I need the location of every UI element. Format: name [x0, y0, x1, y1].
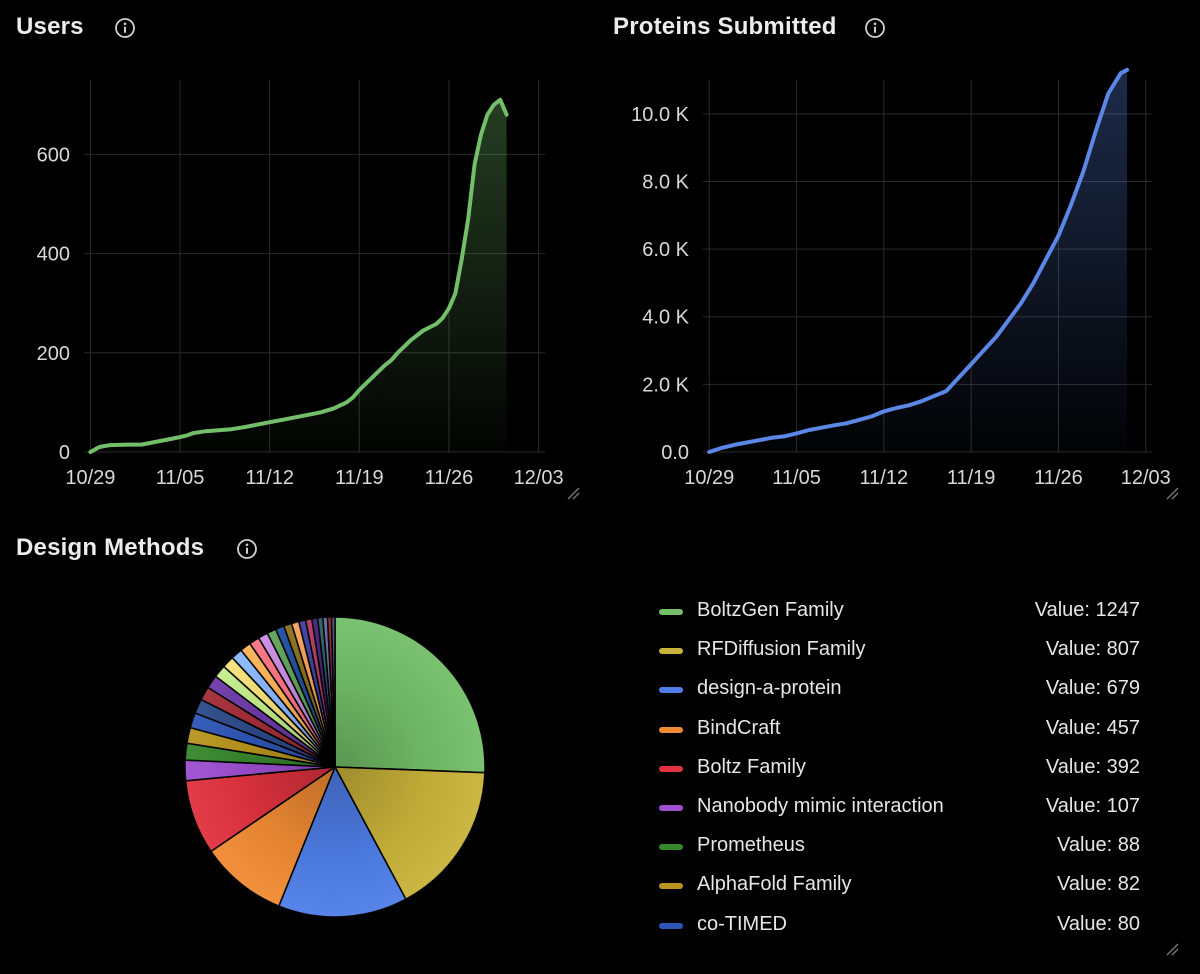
legend-value: Value: 80	[1057, 913, 1140, 936]
legend-item[interactable]: AlphaFold Family Value: 82	[655, 866, 1145, 905]
legend-value: Value: 807	[1046, 638, 1140, 661]
legend-item[interactable]: co-TIMED Value: 80	[655, 906, 1145, 945]
legend-value-number: 82	[1117, 873, 1140, 896]
legend-value-number: 679	[1106, 677, 1140, 700]
legend-item[interactable]: design-a-protein Value: 679	[655, 670, 1145, 709]
proteins-panel-title: Proteins Submitted	[613, 13, 837, 40]
y-tick-label: 6.0 K	[642, 239, 689, 261]
legend-value: Value: 679	[1046, 677, 1140, 700]
proteins-chart: 0.0 2.0 K 4.0 K 6.0 K 8.0 K 10.0 K 10/29 11/05 1…	[631, 67, 1171, 489]
series-area-fill	[90, 99, 507, 453]
legend-swatch	[659, 726, 683, 733]
legend-item[interactable]: BoltzGen Family Value: 1247	[655, 592, 1145, 631]
legend-label: BindCraft	[697, 716, 781, 739]
legend-swatch	[659, 648, 683, 655]
legend-swatch	[659, 883, 683, 890]
legend-label: BoltzGen Family	[697, 599, 844, 621]
legend-value-number: 807	[1106, 638, 1140, 661]
legend-value-prefix: Value:	[1056, 912, 1118, 935]
resize-handle-icon[interactable]	[1165, 486, 1179, 500]
legend-swatch	[659, 765, 683, 772]
legend-value: Value: 88	[1057, 834, 1140, 857]
legend-value: Value: 82	[1057, 873, 1140, 896]
legend-swatch	[659, 687, 683, 694]
y-tick-label: 0.0	[661, 442, 689, 464]
legend-value-prefix: Value:	[1045, 677, 1107, 700]
x-tick-label: 11/12	[245, 467, 294, 489]
y-tick-label: 8.0 K	[642, 171, 689, 193]
x-tick-label: 11/19	[335, 467, 384, 489]
legend-swatch	[659, 844, 683, 851]
legend-label: AlphaFold Family	[697, 873, 852, 896]
legend-value-prefix: Value:	[1045, 716, 1107, 739]
legend-item[interactable]: BindCraft Value: 457	[655, 710, 1145, 749]
pie-slice[interactable]	[334, 616, 486, 774]
series-area-fill	[709, 69, 1128, 453]
users-chart: 0 200 400 600 10/29 11/05 11/12 11/19 11/26 12/03	[37, 80, 564, 489]
info-icon[interactable]	[114, 17, 136, 39]
design-methods-pie-chart	[184, 616, 486, 918]
y-tick-label: 10.0 K	[631, 104, 689, 126]
legend-value-number: 1247	[1095, 599, 1141, 621]
series-line	[88, 97, 509, 454]
y-tick-label: 0	[59, 442, 70, 464]
x-tick-label: 11/26	[425, 467, 474, 489]
x-tick-label: 11/05	[156, 467, 205, 489]
legend-value: Value: 1247	[1035, 599, 1140, 622]
legend-label: co-TIMED	[697, 912, 787, 935]
legend-label: Boltz Family	[697, 755, 806, 778]
x-tick-label: 11/26	[1034, 467, 1083, 489]
x-tick-label: 12/03	[1121, 467, 1171, 489]
x-tick-label: 12/03	[514, 467, 564, 489]
legend-value-prefix: Value:	[1045, 755, 1107, 778]
legend-value-prefix: Value:	[1045, 794, 1107, 817]
legend-item[interactable]: RFDiffusion Family Value: 807	[655, 631, 1145, 670]
legend-value: Value: 107	[1046, 795, 1140, 818]
legend-value-number: 88	[1117, 834, 1140, 857]
x-tick-label: 11/05	[772, 467, 821, 489]
users-panel-title: Users	[16, 13, 84, 40]
legend-label: Nanobody mimic interaction	[697, 794, 944, 817]
legend-swatch	[659, 609, 683, 615]
methods-panel-title: Design Methods	[16, 534, 205, 561]
legend-value-number: 457	[1106, 716, 1140, 739]
y-tick-label: 600	[37, 144, 70, 166]
legend-item[interactable]: Prometheus Value: 88	[655, 827, 1145, 866]
legend-swatch	[659, 922, 683, 929]
legend-value-number: 80	[1117, 912, 1140, 935]
legend-item[interactable]: Boltz Family Value: 392	[655, 749, 1145, 788]
legend-value: Value: 457	[1046, 717, 1140, 740]
x-tick-label: 10/29	[65, 467, 115, 489]
info-icon[interactable]	[864, 17, 886, 39]
info-icon[interactable]	[236, 538, 258, 560]
x-tick-label: 10/29	[684, 467, 734, 489]
y-tick-label: 2.0 K	[642, 374, 689, 396]
legend-label: RFDiffusion Family	[697, 638, 866, 661]
legend-value-number: 392	[1106, 755, 1140, 778]
legend-value: Value: 392	[1046, 756, 1140, 779]
y-tick-label: 4.0 K	[642, 307, 689, 329]
legend-item[interactable]: Nanobody mimic interaction Value: 107	[655, 788, 1145, 827]
legend-value-prefix: Value:	[1056, 834, 1118, 857]
legend-label: design-a-protein	[697, 677, 842, 700]
resize-handle-icon[interactable]	[1165, 942, 1179, 956]
legend-swatch	[659, 804, 683, 811]
y-tick-label: 200	[37, 343, 70, 365]
x-tick-label: 11/19	[947, 467, 996, 489]
series-line	[707, 67, 1130, 454]
x-tick-label: 11/12	[860, 467, 909, 489]
pie-legend: BoltzGen Family Value: 1247 RFDiffusion Fa…	[655, 592, 1145, 945]
legend-value-number: 107	[1106, 794, 1140, 817]
resize-handle-icon[interactable]	[566, 486, 580, 500]
legend-value-prefix: Value:	[1056, 873, 1118, 896]
legend-value-prefix: Value:	[1034, 599, 1096, 621]
y-tick-label: 400	[37, 244, 70, 266]
legend-value-prefix: Value:	[1045, 638, 1107, 661]
legend-label: Prometheus	[697, 834, 805, 857]
